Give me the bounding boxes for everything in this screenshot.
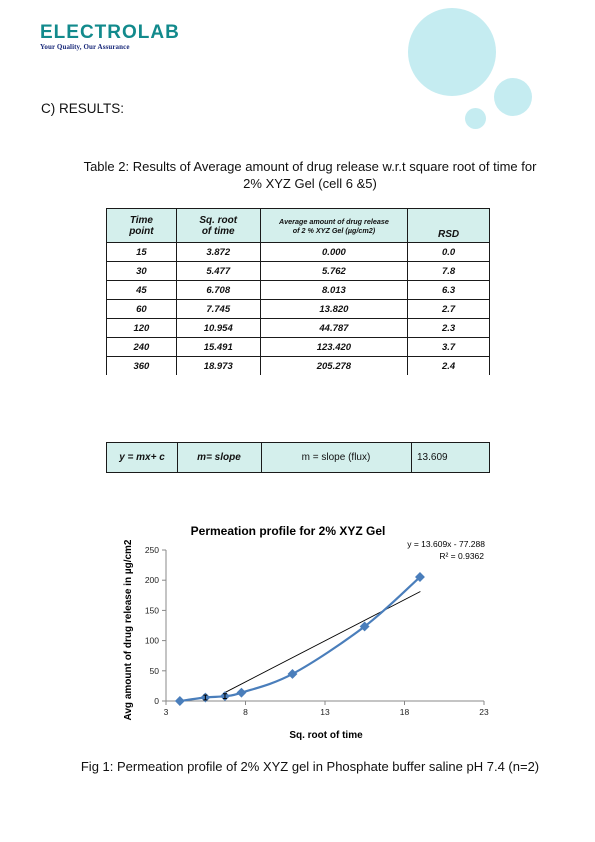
cell-sqrt: 15.491 [175,337,261,357]
r-squared-label: R² = 0.9362 [439,551,484,561]
x-tick-label: 18 [400,707,410,717]
equation-formula: y = mx+ c [119,452,165,463]
cell-rsd: 0.0 [407,242,490,262]
col-header-sqrt-line2: of time [201,225,235,237]
cell-rsd: 6.3 [407,280,490,300]
cell-time: 15 [106,242,177,262]
divider [261,443,262,472]
col-header-rsd: RSD [407,208,490,243]
cell-sqrt: 5.477 [175,261,261,281]
col-header-avg: Average amount of drug release of 2 % XY… [259,208,409,243]
figure-caption: Fig 1: Permeation profile of 2% XYZ gel … [80,759,540,774]
table-row: 240 15.491 123.420 3.7 [106,337,490,357]
cell-rsd: 2.7 [407,299,490,319]
brand-logo: ELECTROLAB Your Quality, Our Assurance [40,22,180,51]
cell-avg: 205.278 [259,356,409,375]
table-header-row: Time point Sq. root of time Average amou… [106,208,490,243]
cell-sqrt: 7.745 [175,299,261,319]
col-header-time-line1: Time [129,214,153,226]
cell-sqrt: 18.973 [175,356,261,375]
cell-sqrt: 6.708 [175,280,261,300]
cell-avg: 0.000 [259,242,409,262]
decorative-bubble-small [465,108,486,129]
chart-axes [165,550,484,702]
y-tick-label: 100 [145,636,159,646]
cell-avg: 123.420 [259,337,409,357]
cell-rsd: 2.4 [407,356,490,375]
divider [411,443,412,472]
col-header-avg-line2: of 2 % XYZ Gel (µg/cm2) [292,225,376,235]
equation-slope-label: m= slope [197,452,241,463]
table-row: 15 3.872 0.000 0.0 [106,242,490,262]
cell-avg: 8.013 [259,280,409,300]
x-tick-label: 23 [479,707,489,717]
decorative-bubble-medium [494,78,532,116]
permeation-chart: Permeation profile for 2% XYZ Gel Avg am… [123,524,489,741]
col-header-time: Time point [106,208,177,243]
data-point-marker [415,572,425,582]
cell-rsd: 2.3 [407,318,490,338]
error-bars-group [203,693,227,701]
table-row: 120 10.954 44.787 2.3 [106,318,490,338]
cell-avg: 13.820 [259,299,409,319]
slope-equation-row: y = mx+ c m= slope m = slope (flux) 13.6… [106,442,490,473]
y-tick-label: 250 [145,545,159,555]
trendline [223,591,421,694]
table-row: 45 6.708 8.013 6.3 [106,280,490,300]
decorative-bubble-large [408,8,496,96]
chart-y-axis-label: Avg amount of drug release in µg/cm2 [123,539,134,720]
trendline-equation: y = 13.609x - 77.288 [407,539,485,549]
chart-title: Permeation profile for 2% XYZ Gel [191,524,386,538]
col-header-avg-line1: Average amount of drug release [278,216,389,226]
y-tick-label: 0 [154,696,159,706]
data-point-marker [287,668,298,679]
x-tick-label: 13 [320,707,330,717]
y-tick-label: 50 [150,666,160,676]
trendline-group [223,591,421,694]
cell-avg: 5.762 [259,261,409,281]
col-header-time-line2: point [129,225,154,237]
series-group [174,572,425,706]
col-header-sqrt-line1: Sq. root [199,214,238,226]
cell-rsd: 3.7 [407,337,490,357]
cell-time: 240 [106,337,177,357]
section-heading: C) RESULTS: [41,101,125,116]
cell-time: 45 [106,280,177,300]
cell-avg: 44.787 [259,318,409,338]
table-caption-line2: 2% XYZ Gel (cell 6 &5) [243,176,377,191]
cell-time: 60 [106,299,177,319]
cell-time: 360 [106,356,177,375]
chart-ticks: 3 8 13 18 23 0 50 100 150 200 250 [145,545,489,717]
data-point-marker [236,687,247,698]
table-caption: Table 2: Results of Average amount of dr… [40,158,580,192]
table-row: 30 5.477 5.762 7.8 [106,261,490,281]
y-tick-label: 150 [145,605,159,615]
cell-time: 30 [106,261,177,281]
x-tick-label: 8 [243,707,248,717]
data-point-marker [174,696,185,706]
brand-tagline: Your Quality, Our Assurance [40,43,130,51]
equation-slope-description: m = slope (flux) [301,452,371,463]
cell-sqrt: 10.954 [175,318,261,338]
table-caption-line1: Table 2: Results of Average amount of dr… [83,159,537,174]
results-table: Time point Sq. root of time Average amou… [106,208,490,375]
equation-slope-value: 13.609 [417,452,448,463]
cell-time: 120 [106,318,177,338]
divider [177,443,178,472]
table-row: 360 18.973 205.278 2.4 [106,356,490,375]
table-row: 60 7.745 13.820 2.7 [106,299,490,319]
cell-rsd: 7.8 [407,261,490,281]
brand-name: ELECTROLAB [40,22,180,43]
y-tick-label: 200 [145,575,159,585]
col-header-sqrt: Sq. root of time [175,208,261,243]
series-line [179,576,421,703]
chart-x-axis-label: Sq. root of time [289,730,363,741]
cell-sqrt: 3.872 [175,242,261,262]
x-tick-label: 3 [164,707,169,717]
